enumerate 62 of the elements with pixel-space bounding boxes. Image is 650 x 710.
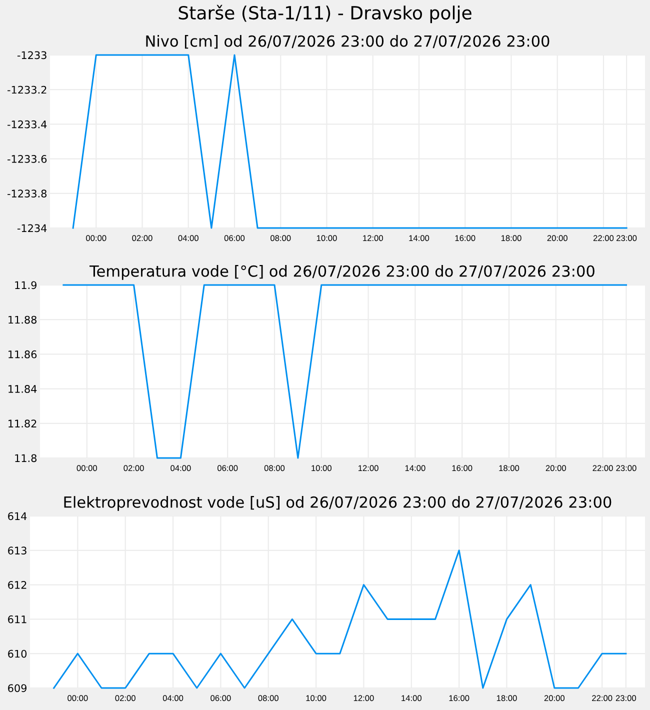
line-series — [53, 550, 627, 689]
y-tick-label: 614 — [8, 512, 27, 520]
x-tick-label: 08:00 — [258, 695, 278, 702]
x-tick-label: 20:00 — [544, 695, 565, 702]
x-tick-label: 02:00 — [124, 465, 144, 472]
x-tick-label: 20:00 — [547, 235, 568, 242]
x-tick-label: 00:00 — [68, 695, 88, 702]
y-tick-label: -1233.6 — [8, 155, 47, 163]
x-tick-label: 00:00 — [86, 235, 106, 242]
x-tick-label: 00:00 — [76, 465, 97, 472]
y-tick-label: -1234 — [17, 224, 47, 232]
x-tick-label: 12:00 — [358, 465, 378, 472]
x-tick-label: 16:00 — [452, 465, 472, 472]
x-tick-label: 18:00 — [496, 695, 517, 702]
y-tick-label: 11.88 — [8, 316, 37, 324]
x-tick-label: 06:00 — [210, 695, 231, 702]
chart-title: Nivo [cm] od 26/07/2026 23:00 do 27/07/2026 23:00 — [146, 35, 550, 49]
x-tick-label: 08:00 — [270, 235, 291, 242]
x-tick-label: 12:00 — [354, 695, 374, 702]
y-tick-label: 612 — [8, 581, 26, 589]
x-tick-label: 18:00 — [499, 465, 520, 472]
y-tick-label: 11.8 — [15, 454, 37, 462]
y-tick-label: 11.82 — [8, 420, 36, 428]
x-tick-label: 08:00 — [264, 465, 285, 472]
y-tick-label: 613 — [8, 546, 26, 555]
x-tick-label: 22:00 — [592, 695, 612, 702]
x-tick-label: 23:00 — [616, 235, 637, 242]
y-tick-label: -1233.2 — [8, 86, 46, 94]
x-tick-label: 06:00 — [217, 465, 238, 472]
y-tick-label: -1233 — [17, 51, 46, 60]
x-tick-label: 14:00 — [405, 465, 426, 472]
y-tick-label: 11.86 — [8, 350, 37, 358]
y-tick-label: 11.9 — [15, 281, 36, 290]
x-tick-label: 04:00 — [162, 695, 184, 702]
x-tick-label: 22:00 — [593, 235, 614, 242]
x-tick-label: 06:00 — [224, 235, 245, 242]
x-tick-label: 14:00 — [402, 695, 422, 702]
y-tick-label: 611 — [8, 615, 26, 624]
text: Starše (Sta-1/11) - Dravsko polje — [178, 4, 472, 24]
x-tick-label: 22:00 — [592, 465, 613, 472]
x-tick-label: 10:00 — [312, 465, 332, 472]
y-tick-label: 610 — [8, 650, 27, 658]
chart-title: Elektroprevodnost vode [uS] od 26/07/2026 23:00 do 27/07/2026 23:00 — [64, 496, 612, 511]
x-tick-label: 10:00 — [316, 235, 337, 242]
x-tick-label: 14:00 — [409, 235, 430, 242]
y-tick-label: 11.84 — [8, 385, 37, 393]
x-tick-label: 02:00 — [115, 695, 136, 702]
y-tick-label: -1233.8 — [8, 190, 47, 198]
chart-title: Temperatura vode [°C] od 26/07/2026 23:00 do 27/07/2026 23:00 — [90, 265, 594, 280]
x-tick-label: 20:00 — [546, 465, 566, 472]
x-tick-label: 16:00 — [455, 235, 476, 242]
x-tick-label: 18:00 — [501, 235, 522, 242]
x-tick-label: 04:00 — [178, 235, 198, 242]
y-tick-label: -1233.4 — [8, 120, 47, 128]
x-tick-label: 23:00 — [616, 465, 636, 472]
x-tick-label: 23:00 — [616, 695, 636, 702]
y-tick-label: 609 — [8, 684, 26, 692]
x-tick-label: 02:00 — [132, 235, 152, 242]
x-tick-label: 12:00 — [363, 235, 383, 242]
x-tick-label: 04:00 — [170, 465, 191, 472]
x-tick-label: 10:00 — [306, 695, 326, 702]
x-tick-label: 16:00 — [449, 695, 470, 702]
